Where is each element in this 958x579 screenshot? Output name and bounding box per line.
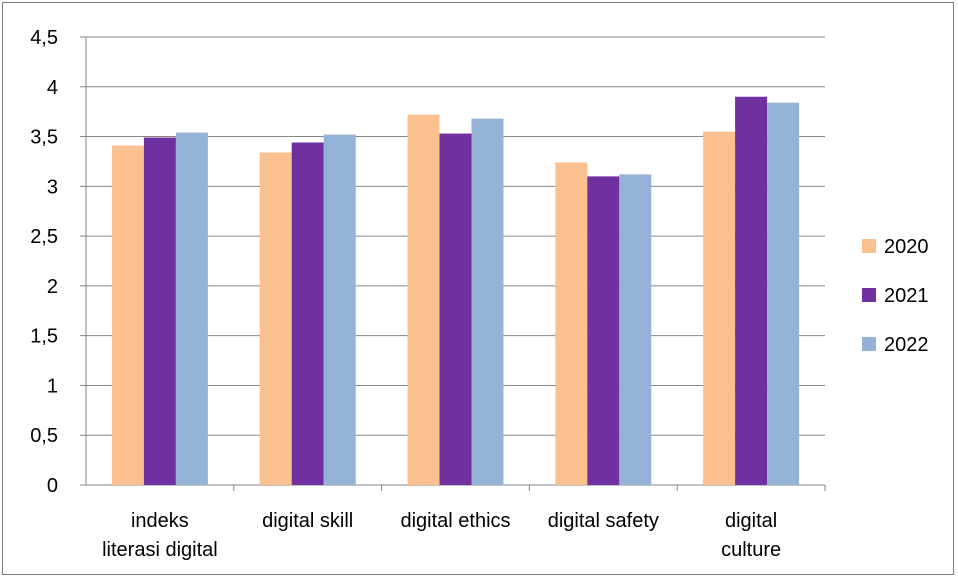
y-tick-label: 1,5 [30,326,58,348]
bar-2021 [587,176,620,485]
bar-2020 [111,145,144,485]
bar-2020 [555,162,588,485]
bar-2020 [703,131,736,486]
bar-2020 [407,114,440,486]
bar-2021 [735,96,768,485]
y-tick-label: 3,5 [30,127,58,149]
bar-2022 [471,118,504,485]
bar-2022 [175,132,208,485]
y-tick-label: 4,5 [30,27,58,49]
bar-2022 [619,174,652,486]
legend-swatch [862,288,876,302]
y-tick-label: 0,5 [30,425,58,447]
bar-2020 [259,152,292,486]
y-tick-label: 3 [47,176,58,198]
x-category-label: indeks [131,510,189,532]
legend-swatch [862,239,876,253]
legend-label: 2022 [884,334,929,356]
legend-label: 2020 [884,236,929,258]
x-category-label: digital ethics [400,510,510,532]
x-category-label: digital [725,510,777,532]
bar-2022 [323,134,356,485]
legend: 2020 2021 2022 [862,236,929,356]
y-tick-label: 2,5 [30,226,58,248]
x-category-label: literasi digital [102,539,218,561]
bar-2021 [291,142,324,486]
y-tick-label: 1 [47,375,58,397]
x-category-label: digital safety [548,510,659,532]
y-axis-tick-labels: 0 0,5 1 1,5 2 2,5 3 3,5 4 4,5 [30,27,58,497]
y-tick-label: 2 [47,276,58,298]
x-axis-category-labels: indeks literasi digital digital skill digit… [102,510,781,561]
bar-2021 [439,133,472,485]
legend-label: 2021 [884,285,929,307]
bar-2021 [143,137,176,485]
y-tick-label: 4 [47,77,58,99]
x-category-label: culture [721,539,781,561]
x-category-label: digital skill [262,510,353,532]
y-tick-label: 0 [47,475,58,497]
legend-swatch [862,337,876,351]
bar-2022 [767,102,800,485]
bars [111,96,800,486]
